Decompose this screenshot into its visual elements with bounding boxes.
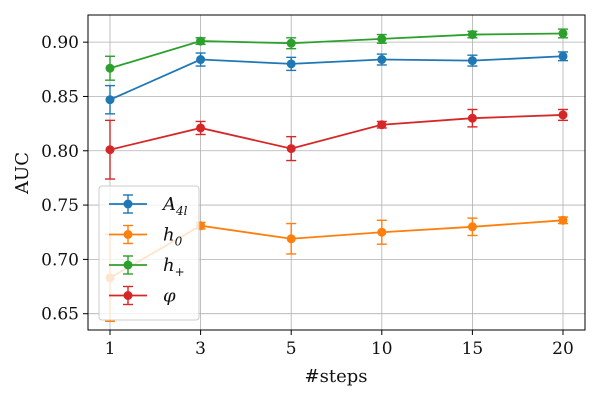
data-point	[467, 56, 477, 66]
legend-label: A4l	[161, 194, 188, 218]
series-line	[109, 32, 564, 70]
data-point	[105, 95, 115, 105]
data-point	[105, 63, 115, 73]
data-point	[286, 38, 296, 48]
y-tick-label: 0.85	[41, 87, 79, 107]
plot-frame	[87, 14, 586, 331]
data-point	[196, 36, 206, 46]
x-tick-label: 20	[552, 339, 574, 359]
data-point	[377, 120, 387, 130]
legend-label: φ	[163, 286, 176, 307]
legend: A4l h0 h+ φ	[98, 185, 200, 321]
data-point	[558, 28, 568, 38]
y-tick-label: 0.70	[41, 250, 79, 270]
y-tick-label: 0.65	[41, 305, 79, 325]
legend-label: h0	[163, 225, 183, 249]
legend-entry: φ	[109, 286, 176, 307]
legend-label: h+	[163, 255, 185, 279]
data-point	[467, 222, 477, 232]
x-tick-label: 1	[105, 339, 116, 359]
y-tick-label: 0.75	[41, 196, 79, 216]
data-point	[286, 59, 296, 69]
y-tick-label: 0.90	[41, 33, 79, 53]
x-tick-label: 5	[286, 339, 297, 359]
series-line	[109, 55, 564, 101]
data-point	[558, 110, 568, 120]
series-3	[105, 108, 568, 180]
series-line	[109, 114, 564, 151]
legend-entry: h0	[109, 225, 183, 249]
legend-entry: h+	[109, 255, 185, 279]
data-point	[105, 145, 115, 155]
x-tick-label: 3	[195, 339, 206, 359]
x-tick-label: 10	[371, 339, 393, 359]
legend-marker	[123, 199, 133, 209]
data-point	[558, 215, 568, 225]
data-point	[377, 55, 387, 65]
data-point	[558, 51, 568, 61]
series-0	[105, 51, 568, 115]
data-point	[377, 227, 387, 237]
x-tick-label: 15	[462, 339, 484, 359]
legend-marker	[123, 230, 133, 239]
data-point	[467, 113, 477, 123]
series-2	[105, 28, 568, 81]
ticks: 1 3 5 10 15 20 0.65 0.70 0.75 0.80 0.85 0.90	[41, 33, 574, 359]
x-axis-label: #steps	[305, 366, 368, 387]
data-point	[377, 34, 387, 44]
y-axis-label: AUC	[12, 152, 33, 195]
data-point	[286, 234, 296, 244]
legend-entry: A4l	[109, 194, 188, 218]
legend-marker	[123, 291, 133, 300]
data-point	[196, 55, 206, 65]
legend-marker	[123, 260, 133, 270]
y-tick-label: 0.80	[41, 142, 79, 162]
data-point	[286, 144, 296, 154]
data-point	[196, 123, 206, 133]
data-point	[467, 30, 477, 40]
